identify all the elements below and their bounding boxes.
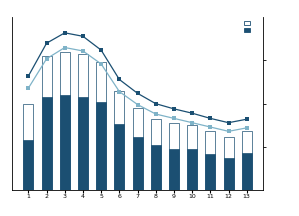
Bar <box>187 125 197 190</box>
Bar <box>42 56 51 190</box>
Bar <box>114 91 124 190</box>
Bar <box>60 95 70 190</box>
Bar <box>224 158 234 190</box>
Bar <box>132 108 143 190</box>
Bar <box>224 137 234 190</box>
Bar <box>132 137 143 190</box>
Bar <box>96 102 106 190</box>
Bar <box>78 97 88 190</box>
Bar <box>42 97 51 190</box>
Bar <box>169 149 179 190</box>
Bar <box>60 52 70 190</box>
Bar <box>242 131 252 190</box>
Bar <box>151 119 161 190</box>
Bar <box>205 131 215 190</box>
Bar <box>151 145 161 190</box>
Bar <box>169 123 179 190</box>
Bar <box>187 149 197 190</box>
Bar <box>23 140 33 190</box>
Bar <box>96 62 106 190</box>
Bar <box>205 154 215 190</box>
Legend: , : , <box>243 20 255 33</box>
Bar <box>23 104 33 190</box>
Bar <box>242 153 252 190</box>
Bar <box>114 124 124 190</box>
Bar <box>78 54 88 190</box>
